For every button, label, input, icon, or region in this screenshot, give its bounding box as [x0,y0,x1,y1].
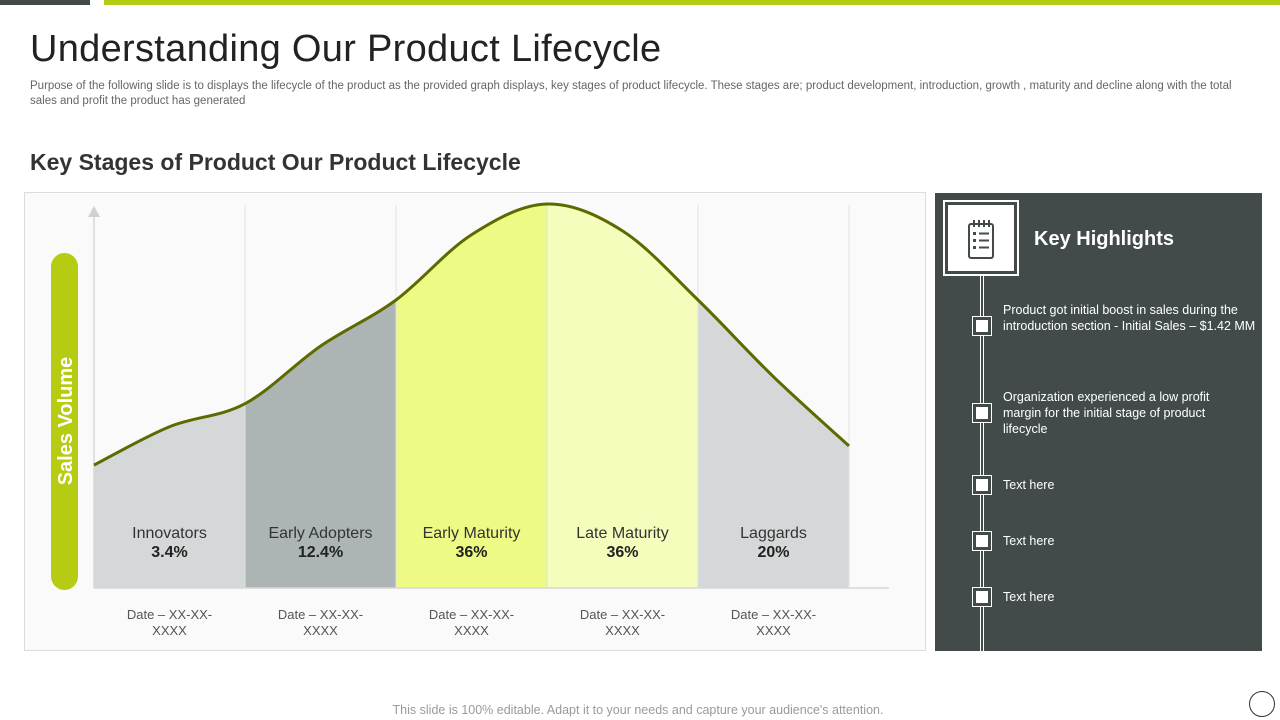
stage-label-2: Early Adopters [268,525,372,542]
lifecycle-chart: Sales Volume Innovators 3.4% Date – XX-XX-X… [24,192,926,651]
stage-date-3: Date – XX-XX-XXXX [429,607,514,638]
stage-value-4: 36% [606,544,638,561]
highlight-marker-4 [972,531,992,551]
highlight-item-2: Organization experienced a low profit ma… [1003,390,1210,436]
stage-date-5: Date – XX-XX-XXXX [731,607,816,638]
stage-area-3 [396,204,547,588]
highlight-marker-3 [972,475,992,495]
stage-label-5: Laggards [740,525,807,542]
top-bar-dark-accent [0,0,90,5]
highlight-item-1: Product got initial boost in sales durin… [1003,303,1256,333]
top-bar-green-accent [104,0,1280,5]
stage-date-4: Date – XX-XX-XXXX [580,607,665,638]
stage-value-5: 20% [757,544,789,561]
highlight-marker-1 [972,316,992,336]
stage-area-4 [547,203,698,588]
corner-circle-icon [1249,691,1275,717]
highlight-item-5: Text here [1003,590,1055,604]
highlight-item-3: Text here [1003,478,1055,492]
stage-label-1: Innovators [132,525,207,542]
highlights-icon-frame [943,200,1019,276]
y-axis-label: Sales Volume [55,357,77,486]
key-highlights-panel: Key Highlights Product got initial boost… [935,193,1262,651]
stage-label-4: Late Maturity [576,525,668,542]
stage-date-1: Date – XX-XX-XXXX [127,607,212,638]
highlight-marker-2 [972,403,992,423]
stage-label-3: Early Maturity [423,525,521,542]
page-title: Understanding Our Product Lifecycle [30,28,662,70]
page-subtitle: Purpose of the following slide is to dis… [30,80,1232,107]
checklist-icon [968,220,994,259]
highlight-marker-5 [972,587,992,607]
highlights-timeline-line [980,276,984,651]
highlight-item-4: Text here [1003,534,1055,548]
y-axis-arrow-icon [88,206,100,217]
lifecycle-curve [93,202,851,467]
stage-value-1: 3.4% [151,544,187,561]
stage-value-2: 12.4% [298,544,343,561]
stage-area-1 [94,403,245,588]
lifecycle-chart-svg: Sales Volume Innovators 3.4% Date – XX-XX-X… [51,202,889,638]
chart-title: Key Stages of Product Our Product Lifecy… [30,149,521,175]
sales-volume-pill [51,253,78,590]
stage-date-2: Date – XX-XX-XXXX [278,607,363,638]
stage-area-2 [245,300,396,588]
highlights-title: Key Highlights [1034,228,1175,250]
stage-value-3: 36% [455,544,487,561]
stage-area-5 [698,300,849,588]
footer-note: This slide is 100% editable. Adapt it to… [392,703,884,717]
